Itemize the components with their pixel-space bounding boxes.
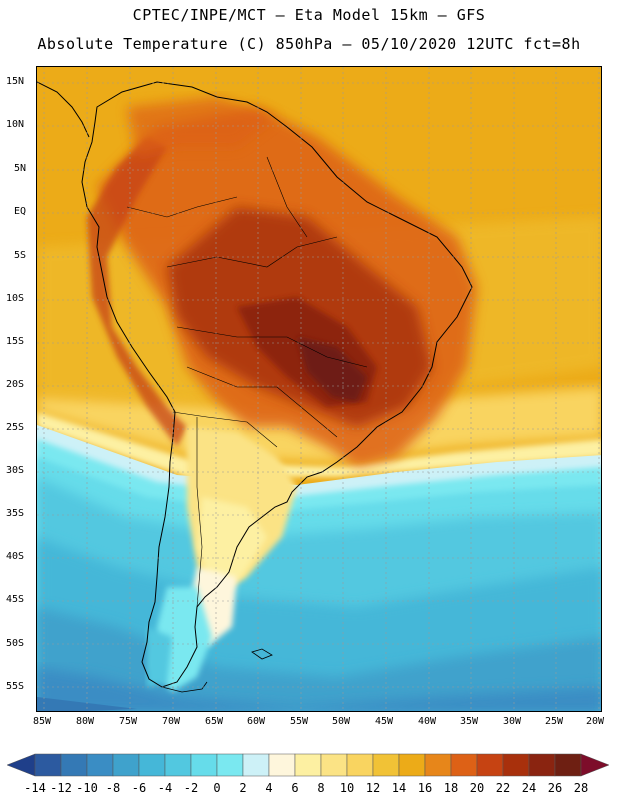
colorbar-swatch — [190, 753, 218, 777]
lat-label-35s: 35S — [6, 508, 25, 519]
lat-label-eq: EQ — [14, 206, 27, 217]
colorbar-swatch — [424, 753, 452, 777]
colorbar-arrow-high — [580, 753, 610, 777]
colorbar-swatch — [268, 753, 296, 777]
lon-label-65w: 65W — [205, 716, 224, 727]
colorbar-tick-label: 8 — [317, 781, 325, 795]
colorbar-swatch — [502, 753, 530, 777]
colorbar — [6, 753, 610, 777]
colorbar-swatch — [60, 753, 88, 777]
lat-label-5s: 5S — [14, 250, 27, 261]
lon-label-55w: 55W — [290, 716, 309, 727]
colorbar-tick-label: 16 — [417, 781, 433, 795]
colorbar-swatch — [398, 753, 426, 777]
lat-label-15n: 15N — [6, 76, 25, 87]
colorbar-tick-label: 12 — [365, 781, 381, 795]
colorbar-tick-label: 14 — [391, 781, 407, 795]
colorbar-tick-label: 2 — [239, 781, 247, 795]
lon-label-25w: 25W — [545, 716, 564, 727]
graticule — [37, 67, 601, 711]
colorbar-tick-label: 10 — [339, 781, 355, 795]
colorbar-tick-label: 4 — [265, 781, 273, 795]
lon-label-75w: 75W — [119, 716, 138, 727]
colorbar-swatch — [554, 753, 582, 777]
lon-label-60w: 60W — [247, 716, 266, 727]
lat-label-40s: 40S — [6, 551, 25, 562]
colorbar-tick-label: 22 — [495, 781, 511, 795]
lat-label-15s: 15S — [6, 336, 25, 347]
colorbar-tick-label: 28 — [573, 781, 589, 795]
colorbar-tick-label: 18 — [443, 781, 459, 795]
colorbar-swatch — [528, 753, 556, 777]
colorbar-tick-label: -10 — [76, 781, 98, 795]
colorbar-tick-label: -6 — [131, 781, 147, 795]
colorbar-tick-label: 24 — [521, 781, 537, 795]
colorbar-swatch — [294, 753, 322, 777]
colorbar-swatch — [476, 753, 504, 777]
colorbar-tick-label: -4 — [157, 781, 173, 795]
colorbar-swatch — [86, 753, 114, 777]
colorbar-swatch — [346, 753, 374, 777]
south-america-coastline — [81, 81, 473, 688]
lon-label-45w: 45W — [375, 716, 394, 727]
map-title-line-2: Absolute Temperature (C) 850hPa – 05/10/… — [37, 35, 581, 53]
lat-label-5n: 5N — [14, 163, 27, 174]
lon-label-50w: 50W — [332, 716, 351, 727]
colorbar-swatch — [320, 753, 348, 777]
temperature-field — [37, 67, 601, 711]
colorbar-arrow-low — [6, 753, 36, 777]
map-title-line-1: CPTEC/INPE/MCT – Eta Model 15km – GFS — [132, 6, 486, 24]
lat-label-30s: 30S — [6, 465, 25, 476]
lat-label-10s: 10S — [6, 293, 25, 304]
colorbar-swatch — [372, 753, 400, 777]
colorbar-tick-label: 20 — [469, 781, 485, 795]
colorbar-swatch — [242, 753, 270, 777]
lat-label-50s: 50S — [6, 638, 25, 649]
colorbar-swatch — [34, 753, 62, 777]
lon-label-70w: 70W — [162, 716, 181, 727]
colorbar-tick-label: -8 — [105, 781, 121, 795]
lon-label-85w: 85W — [33, 716, 52, 727]
colorbar-tick-label: -2 — [183, 781, 199, 795]
lat-label-20s: 20S — [6, 379, 25, 390]
colorbar-swatch — [216, 753, 244, 777]
colorbar-tick-label: -12 — [50, 781, 72, 795]
colorbar-tick-label: -14 — [24, 781, 46, 795]
colorbar-tick-label: 26 — [547, 781, 563, 795]
lat-label-55s: 55S — [6, 681, 25, 692]
lon-label-40w: 40W — [418, 716, 437, 727]
lat-label-25s: 25S — [6, 422, 25, 433]
colorbar-swatch — [112, 753, 140, 777]
lon-label-20w: 20W — [586, 716, 605, 727]
lat-label-10n: 10N — [6, 119, 25, 130]
lon-label-35w: 35W — [460, 716, 479, 727]
lat-label-45s: 45S — [6, 594, 25, 605]
colorbar-swatch — [450, 753, 478, 777]
lon-label-80w: 80W — [76, 716, 95, 727]
colorbar-tick-label: 6 — [291, 781, 299, 795]
lon-label-30w: 30W — [503, 716, 522, 727]
temperature-map[interactable] — [36, 66, 602, 712]
colorbar-tick-label: 0 — [213, 781, 221, 795]
colorbar-swatch — [138, 753, 166, 777]
colorbar-swatch — [164, 753, 192, 777]
